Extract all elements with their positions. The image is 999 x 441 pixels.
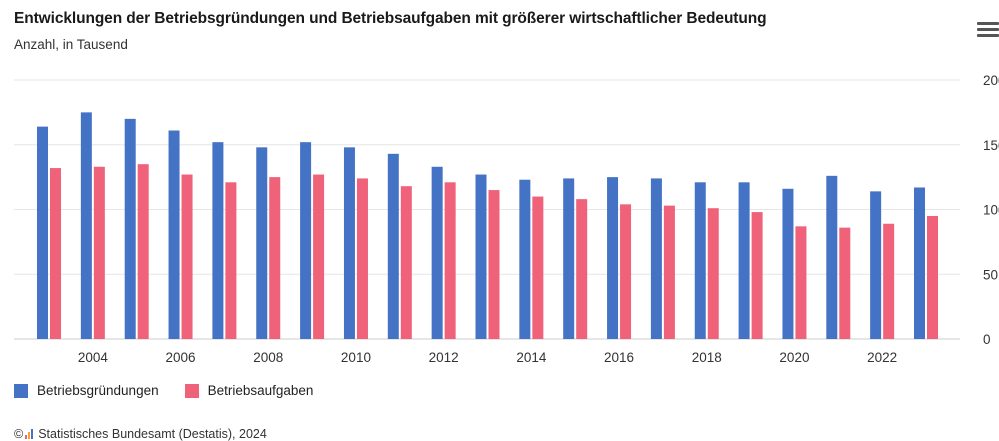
bar-aufgaben[interactable] xyxy=(620,204,632,339)
copyright-symbol: © xyxy=(14,427,24,441)
bar-aufgaben[interactable] xyxy=(532,196,544,339)
x-tick-label: 2004 xyxy=(78,350,109,365)
bar-gruendungen[interactable] xyxy=(650,178,662,339)
bar-gruendungen[interactable] xyxy=(256,147,268,339)
bar-gruendungen[interactable] xyxy=(168,130,180,339)
hamburger-menu-icon[interactable] xyxy=(977,22,999,38)
y-tick-label: 150 xyxy=(983,138,999,153)
chart-legend: Betriebsgründungen Betriebsaufgaben xyxy=(14,383,339,398)
bar-gruendungen[interactable] xyxy=(343,147,355,339)
source-text: Statistisches Bundesamt (Destatis), 2024 xyxy=(38,427,267,441)
bar-gruendungen[interactable] xyxy=(212,142,224,339)
bar-gruendungen[interactable] xyxy=(914,187,925,339)
bar-aufgaben[interactable] xyxy=(356,178,368,339)
source-credit: © Statistisches Bundesamt (Destatis), 20… xyxy=(14,427,267,441)
bar-gruendungen[interactable] xyxy=(80,112,92,339)
bar-aufgaben[interactable] xyxy=(50,168,61,339)
bar-gruendungen[interactable] xyxy=(782,188,794,339)
y-tick-label: 200 xyxy=(983,73,999,88)
bar-aufgaben[interactable] xyxy=(225,182,237,339)
y-tick-label: 0 xyxy=(983,332,991,347)
legend-label-gruendungen: Betriebsgründungen xyxy=(37,383,159,398)
bar-gruendungen[interactable] xyxy=(607,177,619,339)
x-tick-label: 2012 xyxy=(429,350,459,365)
bar-aufgaben[interactable] xyxy=(839,227,851,339)
bar-aufgaben[interactable] xyxy=(181,174,193,339)
bar-aufgaben[interactable] xyxy=(444,182,456,339)
bar-aufgaben[interactable] xyxy=(93,166,105,339)
bar-aufgaben[interactable] xyxy=(488,190,500,339)
bar-aufgaben[interactable] xyxy=(751,212,763,339)
bar-aufgaben[interactable] xyxy=(883,223,895,339)
bar-aufgaben[interactable] xyxy=(269,177,281,339)
chart-title: Entwicklungen der Betriebsgründungen und… xyxy=(14,10,767,27)
bar-gruendungen[interactable] xyxy=(563,178,575,339)
bar-aufgaben[interactable] xyxy=(795,226,807,339)
bar-aufgaben[interactable] xyxy=(576,199,588,339)
bar-gruendungen[interactable] xyxy=(124,118,136,339)
chart-subtitle: Anzahl, in Tausend xyxy=(14,37,128,52)
bar-aufgaben[interactable] xyxy=(400,186,412,339)
bar-gruendungen[interactable] xyxy=(37,126,48,340)
bar-gruendungen[interactable] xyxy=(387,153,399,339)
x-tick-label: 2008 xyxy=(253,350,283,365)
legend-item-gruendungen[interactable]: Betriebsgründungen xyxy=(14,383,159,398)
legend-item-aufgaben[interactable]: Betriebsaufgaben xyxy=(184,383,314,398)
legend-swatch-gruendungen xyxy=(14,383,28,398)
x-tick-label: 2018 xyxy=(692,350,722,365)
bar-aufgaben[interactable] xyxy=(137,164,149,339)
bar-chart: 200 150 100 50 0 2004 2006 2008 2010 2012 2014 2016… xyxy=(14,73,999,365)
x-tick-label: 2010 xyxy=(341,350,371,365)
legend-swatch-aufgaben xyxy=(184,383,199,398)
x-tick-label: 2016 xyxy=(604,350,634,365)
bar-gruendungen[interactable] xyxy=(519,179,531,339)
x-tick-label: 2014 xyxy=(516,350,547,365)
bar-aufgaben[interactable] xyxy=(313,174,325,339)
bar-aufgaben[interactable] xyxy=(663,205,675,339)
bar-gruendungen[interactable] xyxy=(738,182,750,339)
y-tick-label: 100 xyxy=(983,203,999,218)
bar-gruendungen[interactable] xyxy=(300,142,312,339)
x-tick-label: 2006 xyxy=(166,350,196,365)
bar-aufgaben[interactable] xyxy=(927,215,938,339)
y-tick-label: 50 xyxy=(983,267,998,282)
bar-gruendungen[interactable] xyxy=(826,175,838,339)
bar-gruendungen[interactable] xyxy=(694,182,706,339)
x-tick-label: 2022 xyxy=(867,350,897,365)
destatis-logo-icon xyxy=(25,429,34,439)
bar-gruendungen[interactable] xyxy=(870,191,882,339)
bar-aufgaben[interactable] xyxy=(707,208,719,339)
x-tick-label: 2020 xyxy=(779,350,809,365)
legend-label-aufgaben: Betriebsaufgaben xyxy=(207,383,314,398)
bar-gruendungen[interactable] xyxy=(431,166,443,339)
bar-gruendungen[interactable] xyxy=(475,174,487,339)
